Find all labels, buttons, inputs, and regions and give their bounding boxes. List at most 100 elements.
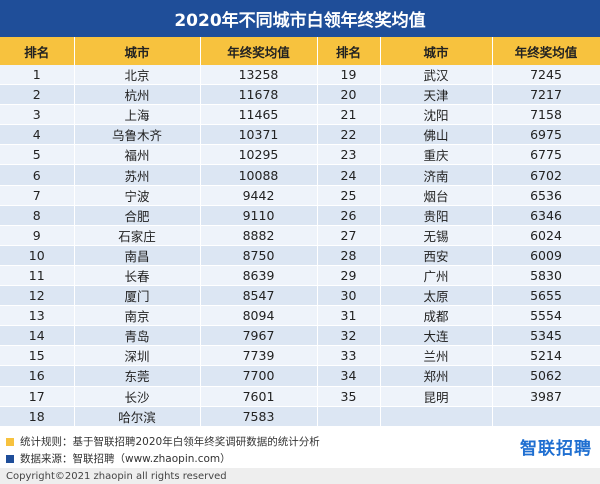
cell-city: 烟台 bbox=[380, 185, 493, 206]
cell-bonus bbox=[492, 406, 600, 427]
header-rank: 排名 bbox=[317, 37, 381, 65]
table-row: 16 东莞 7700 34 郑州 5062 bbox=[0, 365, 600, 387]
cell-bonus: 10371 bbox=[200, 124, 318, 146]
cell-city: 哈尔滨 bbox=[74, 406, 201, 427]
cell-bonus: 11465 bbox=[200, 104, 318, 126]
cell-rank: 20 bbox=[317, 84, 381, 106]
ranking-table: 排名 城市 年终奖均值 排名 城市 年终奖均值 1 北京 13258 19 武汉 7245… bbox=[0, 37, 600, 427]
cell-rank: 27 bbox=[317, 225, 381, 246]
cell-bonus: 6702 bbox=[492, 164, 600, 186]
cell-bonus: 5655 bbox=[492, 285, 600, 307]
table-row: 11 长春 8639 29 广州 5830 bbox=[0, 265, 600, 287]
zhaopin-logo: 智联招聘 bbox=[520, 434, 592, 459]
cell-bonus: 9442 bbox=[200, 185, 318, 206]
cell-rank: 30 bbox=[317, 285, 381, 307]
cell-city: 合肥 bbox=[74, 205, 201, 226]
cell-city: 宁波 bbox=[74, 185, 201, 206]
cell-rank: 3 bbox=[0, 104, 75, 126]
cell-bonus: 7601 bbox=[200, 386, 318, 407]
cell-rank: 1 bbox=[0, 65, 75, 86]
table-row: 18 哈尔滨 7583 bbox=[0, 406, 600, 427]
cell-city: 石家庄 bbox=[74, 225, 201, 246]
cell-city: 兰州 bbox=[380, 345, 493, 367]
table-row: 14 青岛 7967 32 大连 5345 bbox=[0, 325, 600, 347]
cell-rank bbox=[317, 406, 381, 427]
cell-rank: 16 bbox=[0, 365, 75, 387]
header-city: 城市 bbox=[74, 37, 201, 65]
cell-rank: 24 bbox=[317, 164, 381, 186]
table-body: 1 北京 13258 19 武汉 7245 2 杭州 11678 20 天津 7217 3 上海 11465… bbox=[0, 65, 600, 427]
cell-rank: 2 bbox=[0, 84, 75, 106]
cell-bonus: 11678 bbox=[200, 84, 318, 106]
cell-bonus: 7700 bbox=[200, 365, 318, 387]
note-rule-text: 统计规则：基于智联招聘2020年白领年终奖调研数据的统计分析 bbox=[20, 436, 320, 448]
cell-city: 贵阳 bbox=[380, 205, 493, 226]
table-row: 7 宁波 9442 25 烟台 6536 bbox=[0, 185, 600, 206]
note-source-text: 数据来源：智联招聘（www.zhaopin.com） bbox=[20, 453, 231, 465]
cell-city: 杭州 bbox=[74, 84, 201, 106]
cell-city: 重庆 bbox=[380, 144, 493, 166]
page-title: 2020年不同城市白领年终奖均值 bbox=[0, 0, 600, 37]
table-row: 3 上海 11465 21 沈阳 7158 bbox=[0, 104, 600, 126]
table-row: 15 深圳 7739 33 兰州 5214 bbox=[0, 345, 600, 367]
cell-bonus: 10088 bbox=[200, 164, 318, 186]
cell-rank: 31 bbox=[317, 305, 381, 327]
cell-rank: 17 bbox=[0, 386, 75, 407]
cell-bonus: 3987 bbox=[492, 386, 600, 407]
cell-bonus: 5062 bbox=[492, 365, 600, 387]
cell-bonus: 13258 bbox=[200, 65, 318, 86]
cell-bonus: 8639 bbox=[200, 265, 318, 287]
table-row: 10 南昌 8750 28 西安 6009 bbox=[0, 245, 600, 266]
cell-rank: 7 bbox=[0, 185, 75, 206]
cell-rank: 12 bbox=[0, 285, 75, 307]
cell-city: 太原 bbox=[380, 285, 493, 307]
cell-rank: 29 bbox=[317, 265, 381, 287]
table-row: 5 福州 10295 23 重庆 6775 bbox=[0, 144, 600, 166]
table-row: 2 杭州 11678 20 天津 7217 bbox=[0, 84, 600, 106]
cell-rank: 9 bbox=[0, 225, 75, 246]
cell-bonus: 7245 bbox=[492, 65, 600, 86]
note-rule: 统计规则：基于智联招聘2020年白领年终奖调研数据的统计分析 bbox=[6, 434, 320, 449]
cell-city: 大连 bbox=[380, 325, 493, 347]
cell-rank: 26 bbox=[317, 205, 381, 226]
cell-city: 深圳 bbox=[74, 345, 201, 367]
cell-bonus: 6346 bbox=[492, 205, 600, 226]
cell-rank: 6 bbox=[0, 164, 75, 186]
cell-city: 乌鲁木齐 bbox=[74, 124, 201, 146]
cell-city: 郑州 bbox=[380, 365, 493, 387]
blue-square-icon bbox=[6, 454, 14, 463]
cell-bonus: 6024 bbox=[492, 225, 600, 246]
cell-bonus: 6009 bbox=[492, 245, 600, 266]
cell-city: 长沙 bbox=[74, 386, 201, 407]
cell-city: 福州 bbox=[74, 144, 201, 166]
cell-rank: 22 bbox=[317, 124, 381, 146]
footer: 统计规则：基于智联招聘2020年白领年终奖调研数据的统计分析 数据来源：智联招聘… bbox=[0, 428, 600, 484]
cell-bonus: 5345 bbox=[492, 325, 600, 347]
cell-city: 上海 bbox=[74, 104, 201, 126]
cell-rank: 14 bbox=[0, 325, 75, 347]
table-header-row: 排名 城市 年终奖均值 排名 城市 年终奖均值 bbox=[0, 37, 600, 65]
cell-city: 青岛 bbox=[74, 325, 201, 347]
cell-bonus: 5830 bbox=[492, 265, 600, 287]
cell-city: 无锡 bbox=[380, 225, 493, 246]
cell-city: 武汉 bbox=[380, 65, 493, 86]
cell-bonus: 8094 bbox=[200, 305, 318, 327]
table-row: 17 长沙 7601 35 昆明 3987 bbox=[0, 386, 600, 407]
cell-city: 佛山 bbox=[380, 124, 493, 146]
cell-rank: 4 bbox=[0, 124, 75, 146]
cell-rank: 5 bbox=[0, 144, 75, 166]
cell-city: 苏州 bbox=[74, 164, 201, 186]
table-row: 1 北京 13258 19 武汉 7245 bbox=[0, 65, 600, 86]
cell-bonus: 7583 bbox=[200, 406, 318, 427]
cell-rank: 33 bbox=[317, 345, 381, 367]
table-row: 12 厦门 8547 30 太原 5655 bbox=[0, 285, 600, 307]
cell-rank: 23 bbox=[317, 144, 381, 166]
table-row: 4 乌鲁木齐 10371 22 佛山 6975 bbox=[0, 124, 600, 146]
cell-city: 天津 bbox=[380, 84, 493, 106]
header-bonus: 年终奖均值 bbox=[200, 37, 318, 65]
cell-city: 西安 bbox=[380, 245, 493, 266]
yellow-square-icon bbox=[6, 437, 14, 446]
header-city: 城市 bbox=[380, 37, 493, 65]
table-row: 6 苏州 10088 24 济南 6702 bbox=[0, 164, 600, 186]
